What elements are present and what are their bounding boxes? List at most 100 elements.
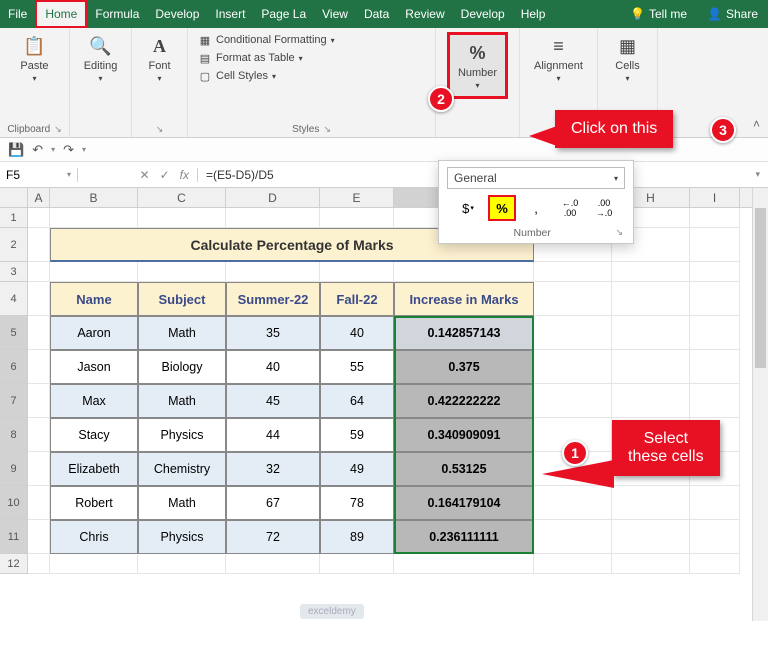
cell[interactable]: Stacy	[50, 418, 138, 452]
cell[interactable]: Robert	[50, 486, 138, 520]
cell[interactable]	[690, 486, 740, 520]
row-header[interactable]: 8	[0, 418, 28, 452]
cell[interactable]	[28, 228, 50, 262]
worksheet-grid[interactable]: A B C D E F G H I 1 2 Calculate Percenta…	[0, 188, 768, 621]
cell-selected[interactable]: 0.53125	[394, 452, 534, 486]
tab-developer[interactable]: Develop	[147, 0, 207, 28]
cell-selected[interactable]: 0.142857143	[394, 316, 534, 350]
number-group-button[interactable]: % Number▾	[447, 32, 508, 99]
row-header[interactable]: 1	[0, 208, 28, 228]
undo-icon[interactable]: ↶	[32, 142, 43, 158]
tab-file[interactable]: File	[0, 0, 35, 28]
cells-button[interactable]: ▦ Cells▾	[609, 32, 645, 85]
cell[interactable]	[534, 384, 612, 418]
cell[interactable]: 59	[320, 418, 394, 452]
cell-selected[interactable]: 0.236111111	[394, 520, 534, 554]
cell[interactable]	[226, 554, 320, 574]
cell[interactable]	[28, 520, 50, 554]
font-button[interactable]: A Font▾	[142, 32, 178, 85]
tab-formulas[interactable]: Formula	[87, 0, 147, 28]
dialog-launcher-icon[interactable]: ↘	[323, 124, 331, 135]
cell[interactable]	[690, 520, 740, 554]
cancel-icon[interactable]: ✕	[140, 168, 150, 182]
tab-data[interactable]: Data	[356, 0, 397, 28]
cell[interactable]	[320, 554, 394, 574]
table-header[interactable]: Name	[50, 282, 138, 316]
cell[interactable]: 78	[320, 486, 394, 520]
cell[interactable]	[534, 554, 612, 574]
col-header[interactable]: C	[138, 188, 226, 207]
cell[interactable]	[690, 316, 740, 350]
cell[interactable]: Jason	[50, 350, 138, 384]
cell[interactable]: 49	[320, 452, 394, 486]
table-header[interactable]: Summer-22	[226, 282, 320, 316]
fx-icon[interactable]: fx	[180, 168, 189, 182]
cell[interactable]	[28, 282, 50, 316]
cell[interactable]	[534, 520, 612, 554]
cell[interactable]: Max	[50, 384, 138, 418]
number-format-select[interactable]: General▾	[447, 167, 625, 189]
cell[interactable]	[50, 208, 138, 228]
paste-button[interactable]: 📋 Paste▾	[14, 32, 54, 85]
name-box[interactable]: F5▾	[0, 168, 78, 182]
row-header[interactable]: 5	[0, 316, 28, 350]
percent-style-button[interactable]: %	[488, 195, 516, 221]
comma-style-button[interactable]: ,	[522, 195, 550, 221]
select-all-corner[interactable]	[0, 188, 28, 207]
cell[interactable]	[612, 350, 690, 384]
cell[interactable]	[226, 208, 320, 228]
row-header[interactable]: 3	[0, 262, 28, 282]
cell-selected[interactable]: 0.340909091	[394, 418, 534, 452]
redo-icon[interactable]: ↷	[63, 142, 74, 158]
tab-view[interactable]: View	[314, 0, 356, 28]
cell[interactable]	[690, 228, 740, 262]
cell[interactable]	[320, 262, 394, 282]
tab-developer2[interactable]: Develop	[453, 0, 513, 28]
table-header[interactable]: Subject	[138, 282, 226, 316]
tab-review[interactable]: Review	[397, 0, 452, 28]
cell[interactable]	[394, 554, 534, 574]
currency-button[interactable]: $▾	[454, 195, 482, 221]
collapse-ribbon-icon[interactable]: ˄	[753, 117, 760, 131]
cell[interactable]	[612, 486, 690, 520]
cell[interactable]: Biology	[138, 350, 226, 384]
vertical-scrollbar[interactable]	[752, 188, 768, 621]
tab-pagelayout[interactable]: Page La	[253, 0, 314, 28]
cell[interactable]	[28, 262, 50, 282]
cell-selected[interactable]: 0.375	[394, 350, 534, 384]
cell[interactable]: Math	[138, 384, 226, 418]
cell[interactable]: Chris	[50, 520, 138, 554]
cell[interactable]	[138, 262, 226, 282]
cell[interactable]	[690, 282, 740, 316]
cell[interactable]: Chemistry	[138, 452, 226, 486]
cell[interactable]	[226, 262, 320, 282]
cell[interactable]	[534, 316, 612, 350]
cell[interactable]	[138, 554, 226, 574]
alignment-button[interactable]: ≡ Alignment▾	[528, 32, 589, 85]
tell-me[interactable]: 💡Tell me	[620, 7, 697, 21]
cell[interactable]	[690, 384, 740, 418]
cell[interactable]	[612, 282, 690, 316]
cell[interactable]: Aaron	[50, 316, 138, 350]
cell[interactable]: 64	[320, 384, 394, 418]
cell[interactable]	[28, 418, 50, 452]
col-header[interactable]: B	[50, 188, 138, 207]
cell[interactable]	[612, 520, 690, 554]
cell-selected[interactable]: 0.422222222	[394, 384, 534, 418]
row-header[interactable]: 12	[0, 554, 28, 574]
dialog-launcher-icon[interactable]: ↘	[615, 227, 623, 239]
row-header[interactable]: 4	[0, 282, 28, 316]
cell[interactable]	[28, 316, 50, 350]
expand-formula-icon[interactable]: ▾	[747, 169, 768, 180]
cell[interactable]: 45	[226, 384, 320, 418]
increase-decimal-button[interactable]: ←.0.00	[556, 195, 584, 221]
tab-help[interactable]: Help	[513, 0, 554, 28]
cell[interactable]	[612, 262, 690, 282]
cell[interactable]	[28, 350, 50, 384]
cell[interactable]: 55	[320, 350, 394, 384]
conditional-formatting-button[interactable]: ▦Conditional Formatting ▾	[196, 32, 427, 48]
dialog-launcher-icon[interactable]: ↘	[54, 124, 62, 135]
row-header[interactable]: 7	[0, 384, 28, 418]
cell[interactable]: 89	[320, 520, 394, 554]
cell[interactable]	[612, 384, 690, 418]
